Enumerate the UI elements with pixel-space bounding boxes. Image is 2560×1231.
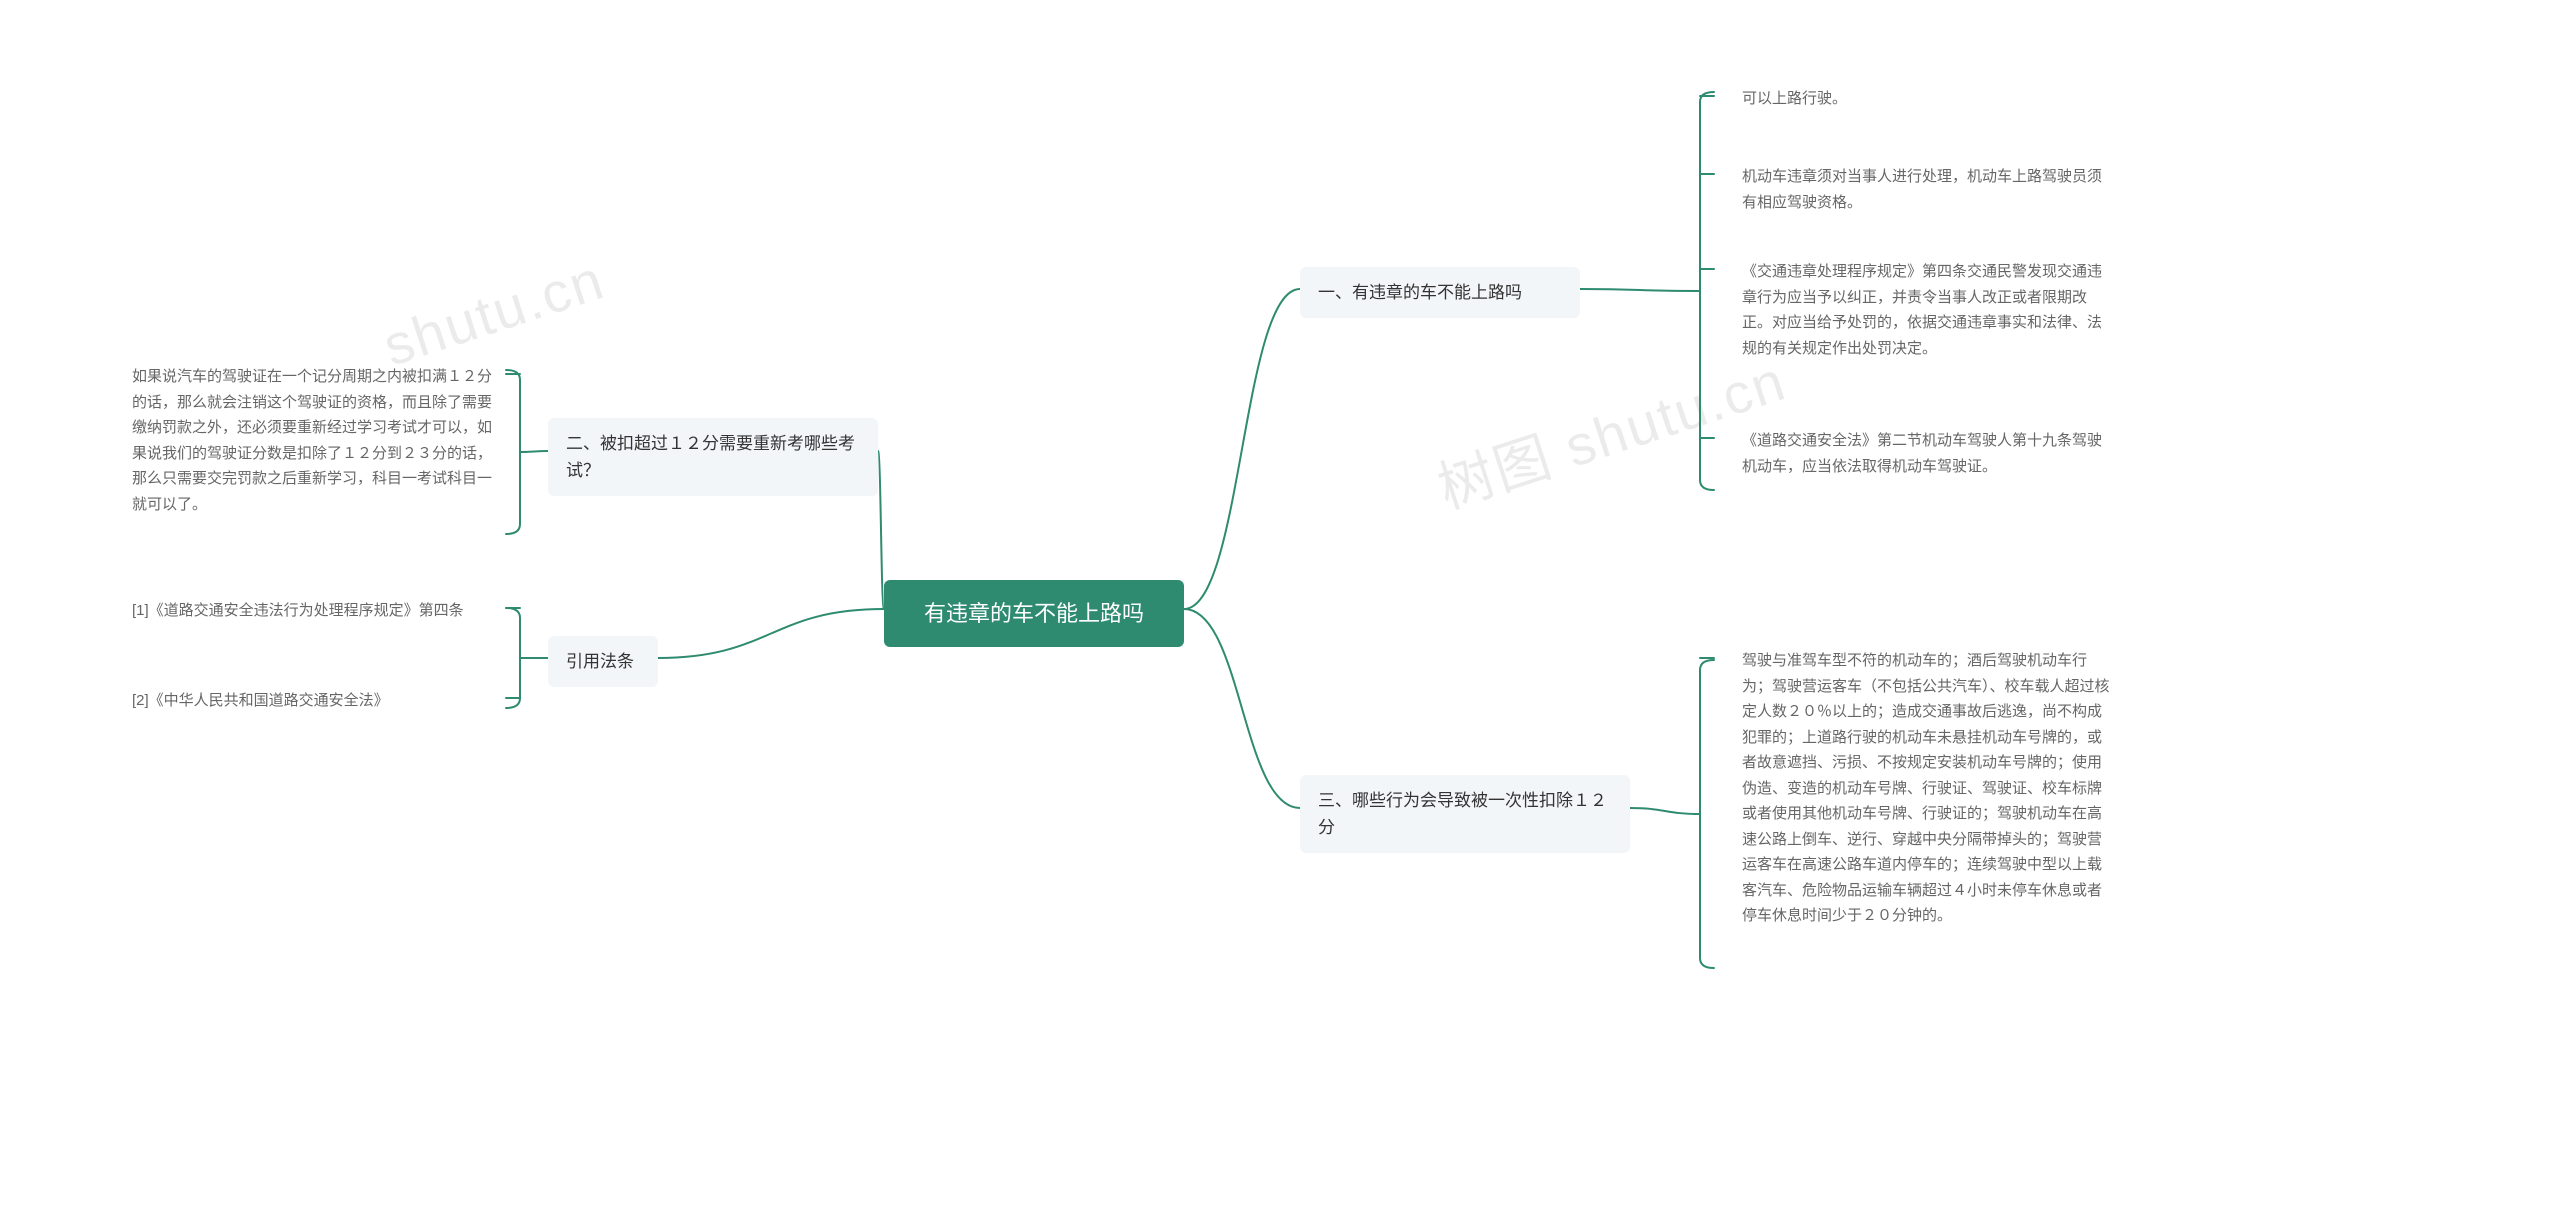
leaf-node: 《道路交通安全法》第二节机动车驾驶人第十九条驾驶机动车，应当依法取得机动车驾驶证… (1736, 424, 2116, 483)
watermark: shutu.cn (376, 246, 613, 378)
section-node-1[interactable]: 一、有违章的车不能上路吗 (1300, 267, 1580, 318)
mindmap-canvas: shutu.cn 树图 shutu.cn 有违章的车不能上路吗 一、有违章的车不… (0, 0, 2560, 1231)
section-node-3[interactable]: 三、哪些行为会导致被一次性扣除１２分 (1300, 775, 1630, 853)
leaf-node: 《交通违章处理程序规定》第四条交通民警发现交通违章行为应当予以纠正，并责令当事人… (1736, 255, 2116, 365)
leaf-node: 驾驶与准驾车型不符的机动车的；酒后驾驶机动车行为；驾驶营运客车（不包括公共汽车）… (1736, 644, 2116, 933)
leaf-node: 可以上路行驶。 (1736, 82, 2116, 116)
leaf-node: 如果说汽车的驾驶证在一个记分周期之内被扣满１２分的话，那么就会注销这个驾驶证的资… (126, 360, 506, 521)
leaf-node: [1]《道路交通安全违法行为处理程序规定》第四条 (126, 594, 506, 628)
section-node-4[interactable]: 引用法条 (548, 636, 658, 687)
section-node-2[interactable]: 二、被扣超过１２分需要重新考哪些考试？ (548, 418, 878, 496)
leaf-node: [2]《中华人民共和国道路交通安全法》 (126, 684, 506, 718)
root-node[interactable]: 有违章的车不能上路吗 (884, 580, 1184, 647)
leaf-node: 机动车违章须对当事人进行处理，机动车上路驾驶员须有相应驾驶资格。 (1736, 160, 2116, 219)
